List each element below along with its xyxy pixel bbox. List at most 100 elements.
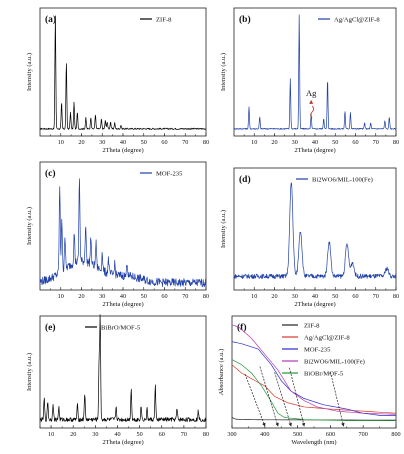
- y-axis-label: Absorbance (a.u.): [218, 349, 225, 395]
- legend-label: BiOBr/MOF-5: [304, 370, 344, 377]
- legend-label: Ag/AgCl@ZIF-8: [304, 334, 350, 341]
- series-line: [39, 15, 207, 130]
- x-tick-label: 40: [120, 139, 126, 146]
- x-tick-label: 80: [393, 139, 399, 146]
- x-tick-label: 60: [161, 139, 167, 146]
- x-tick-label: 60: [159, 431, 165, 438]
- y-axis-label: Intensity (a.u.): [26, 53, 33, 91]
- annotation-marker: [309, 99, 314, 104]
- series-line: [233, 182, 397, 279]
- series-line: [231, 364, 397, 414]
- legend-label: Bi2WO6/MIL-100(Fe): [312, 176, 373, 183]
- x-tick-label: 300: [227, 431, 236, 438]
- legend-label: MOF-235: [304, 346, 331, 353]
- x-axis-label: 2Theta (degree): [102, 439, 143, 446]
- legend-label: Ag/AgCl@ZIF-8: [334, 16, 380, 23]
- plot-frame: [39, 7, 207, 137]
- y-axis-label: Intensity (a.u.): [26, 353, 33, 391]
- x-tick-label: 50: [141, 293, 147, 300]
- x-tick-label: 20: [70, 431, 76, 438]
- x-tick-label: 10: [251, 139, 257, 146]
- plot-frame: [39, 315, 207, 429]
- x-tick-label: 40: [312, 293, 318, 300]
- x-tick-label: 20: [271, 139, 277, 146]
- tangent-arrow: [244, 374, 266, 427]
- x-tick-label: 400: [260, 431, 269, 438]
- x-tick-label: 20: [271, 293, 277, 300]
- x-axis-label: 2Theta (degree): [294, 301, 335, 308]
- panel-label: (a): [45, 14, 56, 25]
- x-tick-label: 70: [373, 293, 379, 300]
- plot-frame: [233, 7, 397, 137]
- panel-label: (c): [45, 168, 56, 179]
- panel-c: 10 20 30 40 50 60 70 80 2Theta (degree) Intensity…: [26, 161, 209, 308]
- x-axis-label: 2Theta (degree): [102, 147, 143, 154]
- panel-label: (f): [237, 322, 247, 333]
- plot-frame: [233, 167, 397, 291]
- x-tick-label: 30: [99, 293, 105, 300]
- plot-frame: [39, 161, 207, 291]
- x-tick-label: 20: [78, 293, 84, 300]
- legend-label: ZIF-8: [156, 16, 172, 23]
- series-line: [231, 417, 397, 421]
- x-tick-label: 70: [181, 431, 187, 438]
- series-line: [231, 359, 396, 421]
- x-tick-label: 60: [352, 139, 358, 146]
- panel-d: 10 20 30 40 50 60 70 80 2Theta (degree) Intensity…: [220, 167, 399, 308]
- x-tick-label: 10: [48, 431, 54, 438]
- x-tick-label: 600: [326, 431, 335, 438]
- series-line: [39, 314, 207, 423]
- legend-label: MOF-235: [156, 170, 183, 177]
- x-tick-label: 500: [293, 431, 302, 438]
- x-tick-label: 50: [332, 293, 338, 300]
- x-tick-label: 80: [203, 139, 209, 146]
- y-axis-label: Intensity (a.u.): [220, 53, 227, 91]
- x-tick-label: 10: [58, 139, 64, 146]
- panel-label: (d): [239, 174, 251, 185]
- x-tick-label: 800: [391, 431, 400, 438]
- x-tick-label: 10: [58, 293, 64, 300]
- x-axis-label: 2Theta (degree): [294, 147, 335, 154]
- x-tick-label: 40: [120, 293, 126, 300]
- x-tick-label: 700: [359, 431, 368, 438]
- x-tick-label: 30: [99, 139, 105, 146]
- tangent-arrow: [289, 367, 306, 427]
- y-axis-label: Intensity (a.u.): [220, 210, 227, 248]
- legend-label: ZIF-8: [304, 322, 320, 329]
- tangent-arrow: [259, 366, 279, 427]
- x-tick-label: 30: [292, 293, 298, 300]
- x-tick-label: 80: [203, 431, 209, 438]
- x-tick-label: 70: [373, 139, 379, 146]
- y-axis-label: Intensity (a.u.): [26, 207, 33, 245]
- series-line: [39, 178, 207, 288]
- panel-label: (b): [239, 14, 251, 25]
- legend-label: Bi2WO6/MIL-100(Fe): [304, 358, 365, 365]
- x-tick-label: 60: [352, 293, 358, 300]
- x-axis-label: Wavelength (nm): [291, 439, 336, 446]
- legend-label: BiBrO/MOF-5: [101, 324, 141, 331]
- panel-e: 10 20 30 40 50 60 70 80 2Theta (degree) Intensity…: [26, 314, 209, 446]
- x-tick-label: 80: [393, 293, 399, 300]
- series-line: [233, 14, 397, 130]
- annotation-break: [310, 105, 315, 119]
- x-tick-label: 30: [92, 431, 98, 438]
- x-tick-label: 80: [203, 293, 209, 300]
- x-tick-label: 60: [161, 293, 167, 300]
- series-line: [231, 324, 397, 415]
- x-tick-label: 50: [137, 431, 143, 438]
- panel-a: 10 20 30 40 50 60 70 80 2Theta (degree) Intensity…: [26, 7, 209, 154]
- panel-f: 300 400 500 600 700 800 Wavelength (nm) Absorba…: [218, 315, 401, 446]
- x-axis-label: 2Theta (degree): [102, 301, 143, 308]
- x-tick-label: 20: [78, 139, 84, 146]
- panel-label: (e): [45, 322, 56, 333]
- x-tick-label: 50: [141, 139, 147, 146]
- x-tick-label: 30: [292, 139, 298, 146]
- x-tick-label: 40: [312, 139, 318, 146]
- peak-annotation: Ag: [306, 88, 317, 98]
- x-tick-label: 70: [182, 139, 188, 146]
- panel-b: 10 20 30 40 50 60 70 80 2Theta (degree) Intensity…: [220, 7, 399, 154]
- tangent-arrow: [330, 371, 345, 427]
- tangent-arrow: [274, 372, 292, 427]
- x-tick-label: 50: [332, 139, 338, 146]
